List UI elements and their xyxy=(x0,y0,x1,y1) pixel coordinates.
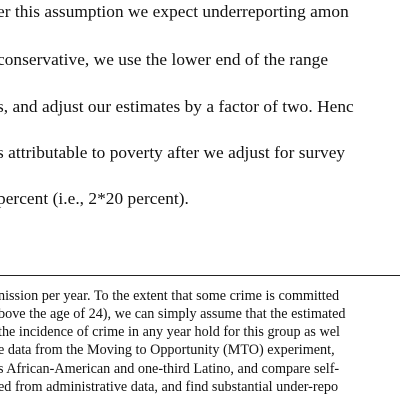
footnote-line: the incidence of crime in any year hold … xyxy=(0,324,340,340)
footnote-line: bove the age of 24), we can simply assum… xyxy=(0,306,346,322)
body-line: s attributable to poverty after we adjus… xyxy=(0,143,346,162)
footnote-line: ed from administrative data, and find su… xyxy=(0,379,339,395)
footnote-separator xyxy=(0,275,400,276)
body-line: s, and adjust our estimates by a factor … xyxy=(0,97,354,116)
footnote-line: nission per year. To the extent that som… xyxy=(0,288,340,304)
footnote-line: e data from the Moving to Opportunity (M… xyxy=(0,342,335,358)
body-line: er this assumption we expect underreport… xyxy=(0,2,349,21)
body-line: conservative, we use the lower end of th… xyxy=(0,50,329,69)
body-line: percent (i.e., 2*20 percent). xyxy=(0,189,189,208)
footnote-line: s African-American and one-third Latino,… xyxy=(0,361,340,377)
